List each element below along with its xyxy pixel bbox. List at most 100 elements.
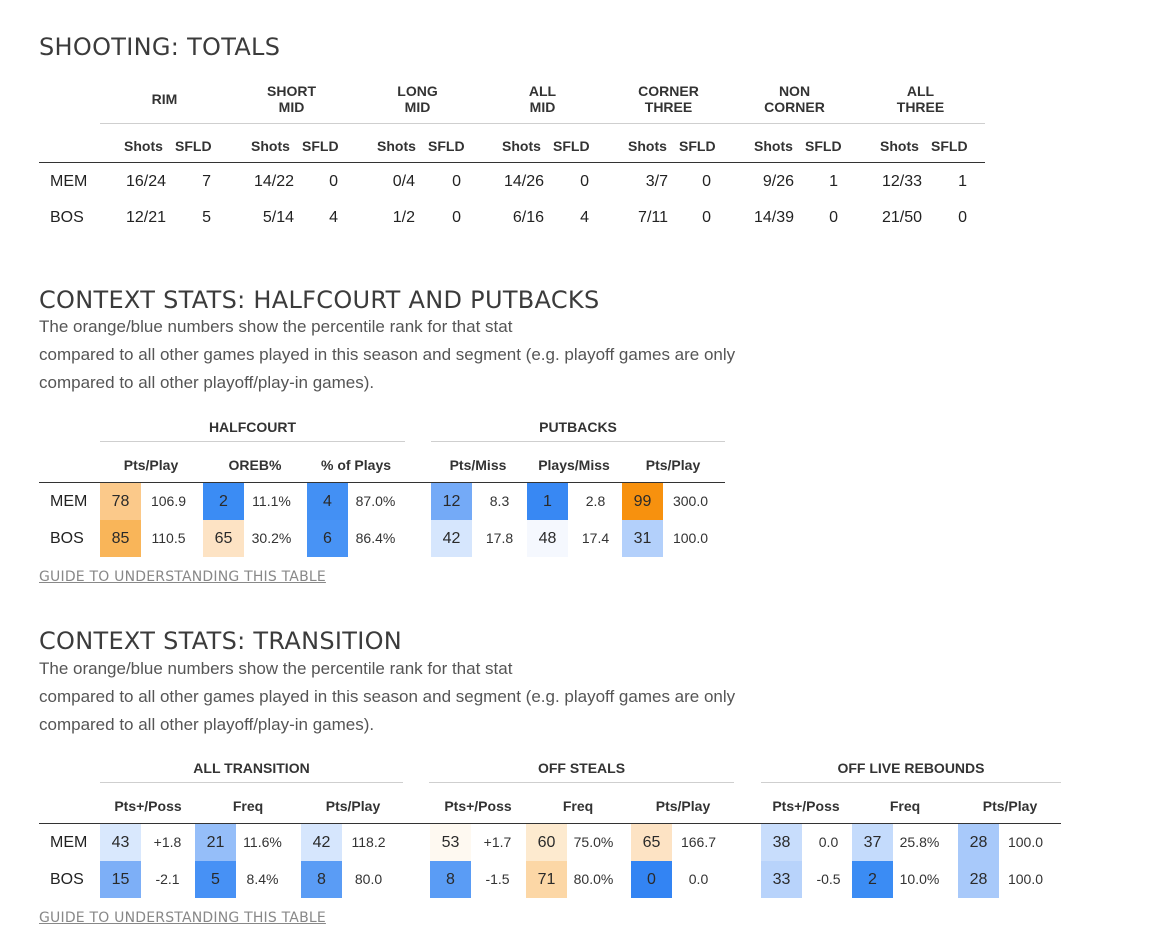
description-line: compared to all other playoff/play-in ga…: [39, 373, 375, 392]
percentile-rank: 65: [203, 520, 244, 557]
percentile-rank: 38: [761, 824, 802, 861]
stat-value: 100.0: [1007, 834, 1044, 850]
halfcourt-guide-link[interactable]: GUIDE TO UNDERSTANDING THIS TABLE: [39, 569, 326, 585]
percentile-rank: 5: [195, 861, 236, 898]
stat-value: 2.8: [585, 493, 606, 509]
column-header: Freq: [889, 798, 921, 814]
column-group-header: THREE: [896, 99, 945, 115]
column-group-header: ALL: [906, 83, 935, 99]
stat-value: +1.8: [153, 834, 182, 850]
shots-value: 21/50: [881, 209, 922, 226]
header-divider: [100, 123, 985, 124]
column-group-header: MID: [404, 99, 431, 115]
shooting-totals-title: SHOOTING: TOTALS: [39, 33, 281, 61]
description-line: The orange/blue numbers show the percent…: [39, 317, 513, 336]
subheader-sfld: SFLD: [175, 138, 212, 154]
shots-value: 12/21: [125, 209, 166, 226]
percentile-rank: 48: [527, 520, 568, 557]
sfld-value: 0: [702, 209, 711, 226]
table-group-header: OFF LIVE REBOUNDS: [837, 760, 985, 776]
sfld-value: 4: [329, 209, 338, 226]
percentile-rank: 43: [100, 824, 141, 861]
subheader-shots: Shots: [502, 138, 541, 154]
transition-description: The orange/blue numbers show the percent…: [39, 655, 799, 739]
column-group-header: THREE: [644, 99, 693, 115]
percentile-rank: 42: [431, 520, 472, 557]
percentile-rank: 0: [631, 861, 672, 898]
halfcourt-description: The orange/blue numbers show the percent…: [39, 313, 799, 397]
stat-value: 100.0: [1007, 871, 1044, 887]
group-underline: [100, 441, 405, 442]
column-group-header: LONG: [397, 83, 438, 99]
stat-value: 300.0: [672, 493, 709, 509]
stat-value: -0.5: [816, 871, 841, 887]
column-group-header: MID: [278, 99, 305, 115]
stat-value: 118.2: [351, 834, 386, 850]
sfld-value: 7: [202, 173, 211, 190]
table-group-header: OFF STEALS: [537, 760, 626, 776]
percentile-rank: 65: [631, 824, 672, 861]
stat-value: 10.0%: [899, 871, 940, 887]
column-header: Pts/Miss: [449, 457, 507, 473]
stat-value: 100.0: [672, 530, 709, 546]
stat-value: 110.5: [151, 530, 186, 546]
stat-value: -1.5: [485, 871, 510, 887]
stat-value: 8.4%: [246, 871, 279, 887]
group-underline: [429, 782, 734, 783]
stat-value: 106.9: [150, 493, 187, 509]
percentile-rank: 71: [526, 861, 567, 898]
sfld-value: 1: [829, 173, 838, 190]
group-underline: [761, 782, 1061, 783]
stat-value: 80.0%: [573, 871, 614, 887]
stat-value: 87.0%: [355, 493, 396, 509]
percentile-rank: 28: [958, 861, 999, 898]
percentile-rank: 85: [100, 520, 141, 557]
header-rule: [39, 823, 1061, 824]
sfld-value: 0: [580, 173, 589, 190]
percentile-rank: 6: [307, 520, 348, 557]
stat-value: 17.8: [485, 530, 514, 546]
shots-value: 5/14: [262, 209, 294, 226]
percentile-rank: 31: [622, 520, 663, 557]
column-group-header: CORNER: [764, 99, 825, 115]
column-header: % of Plays: [320, 457, 392, 473]
stat-value: +1.7: [483, 834, 512, 850]
percentile-rank: 2: [203, 483, 244, 520]
sfld-value: 0: [829, 209, 838, 226]
stat-value: 11.1%: [252, 493, 291, 509]
stat-value: 30.2%: [251, 530, 292, 546]
stat-value: 0.0: [688, 871, 709, 887]
percentile-rank: 33: [761, 861, 802, 898]
subheader-sfld: SFLD: [553, 138, 590, 154]
stat-value: 86.4%: [355, 530, 396, 546]
sfld-value: 0: [329, 173, 338, 190]
table-group-header: HALFCOURT: [208, 419, 297, 435]
shots-value: 1/2: [392, 209, 415, 226]
description-line: The orange/blue numbers show the percent…: [39, 659, 513, 678]
percentile-rank: 12: [431, 483, 472, 520]
column-group-header: RIM: [151, 91, 178, 107]
shots-value: 14/22: [253, 173, 294, 190]
sfld-value: 0: [452, 173, 461, 190]
team-label: MEM: [50, 493, 88, 510]
stat-value: 80.0: [354, 871, 383, 887]
team-label: MEM: [50, 173, 88, 190]
column-header: Plays/Miss: [538, 457, 610, 473]
group-underline: [431, 441, 725, 442]
description-line: compared to all other games played in th…: [39, 345, 736, 364]
subheader-shots: Shots: [880, 138, 919, 154]
column-header: Pts+/Poss: [772, 798, 840, 814]
percentile-rank: 4: [307, 483, 348, 520]
table-group-header: PUTBACKS: [539, 419, 617, 435]
subheader-shots: Shots: [628, 138, 667, 154]
column-header: Pts/Play: [325, 798, 381, 814]
percentile-rank: 21: [195, 824, 236, 861]
percentile-rank: 2: [852, 861, 893, 898]
column-header: Pts/Play: [655, 798, 711, 814]
transition-guide-link[interactable]: GUIDE TO UNDERSTANDING THIS TABLE: [39, 910, 326, 926]
column-header: OREB%: [228, 457, 282, 473]
shots-value: 3/7: [645, 173, 668, 190]
subheader-sfld: SFLD: [805, 138, 842, 154]
team-label: BOS: [50, 209, 84, 226]
percentile-rank: 42: [301, 824, 342, 861]
